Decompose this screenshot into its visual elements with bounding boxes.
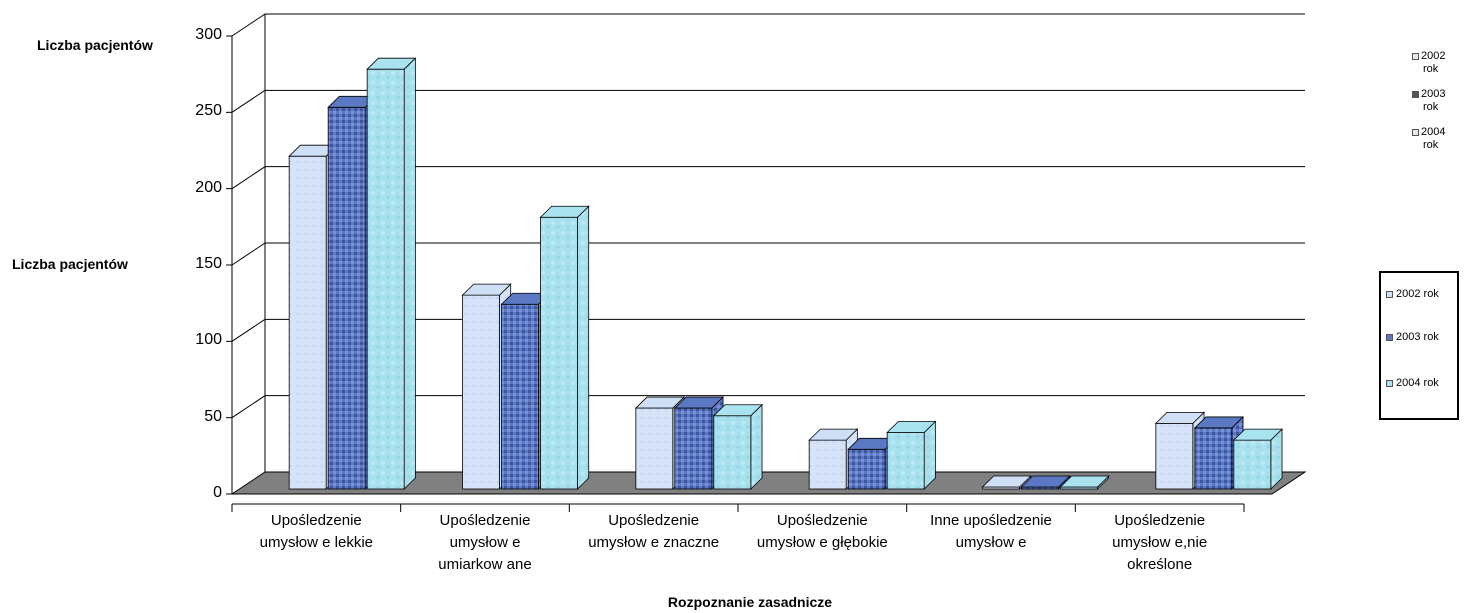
category-label-line: Upośledzenie [1114,512,1206,529]
category-label: Upośledzenie umysłow e znaczne [568,510,740,554]
legend-box-item-2002: 2002 rok [1386,288,1439,300]
y-tick-label: 0 [213,484,222,501]
bar-2004-0 [366,57,417,490]
legend-top: 2002 rok 2003 rok 2004 rok [1412,50,1462,164]
legend-label: 2002 rok [1396,288,1439,300]
y-tick-label: 250 [195,102,222,120]
category-label-line: Upośledzenie [608,512,700,529]
category-label-line: Upośledzenie [439,512,531,529]
legend-swatch [1386,333,1393,341]
legend-label: 2004 rok [1396,377,1439,389]
y-tick-label: 200 [195,178,222,196]
x-axis-title: Rozpoznanie zasadnicze [667,594,833,610]
bar-2004-1 [539,205,590,490]
legend-swatch [1412,91,1419,98]
y-tick-label: 300 [195,26,222,43]
category-label-line: określone [1127,556,1193,573]
category-label-line: umysłow e znaczne [588,534,720,551]
category-label: Inne upośledzenie umysłow e [905,510,1077,554]
category-label-line: Upośledzenie [776,512,868,529]
category-label: Upośledzenie umysłow e,nie określone [1074,510,1246,576]
y-axis-title-repeat: Liczba pacjentów [12,256,128,272]
bar-2003-4 [1020,475,1071,490]
legend-label: 2004 [1421,126,1446,138]
legend-swatch [1412,53,1419,60]
category-label: Upośledzenie umysłow e lekkie [230,510,402,554]
axis-layer [226,35,1245,512]
category-label: Upośledzenie umysłow e umiarkow ane [399,510,571,576]
legend-swatch [1386,379,1393,387]
legend-swatch [1386,290,1393,298]
category-label-line: Inne upośledzenie [930,512,1052,529]
bar-2004-4 [1059,475,1110,490]
gridline-depth [231,166,266,190]
legend-label: rok [1423,63,1439,75]
gridline-depth [231,242,266,266]
legend-box-item-2004: 2004 rok [1386,377,1439,389]
category-label-line: Upośledzenie [270,512,362,529]
legend-label: rok [1423,139,1439,151]
bars-layer [288,57,1284,490]
gridline-depth [231,89,266,113]
gridline-depth [231,13,266,37]
legend-top-item-2003: 2003 rok [1412,88,1462,114]
legend-top-item-2002: 2002 rok [1412,50,1462,76]
legend-label: 2002 [1421,50,1446,62]
legend-top-item-2004: 2004 rok [1412,126,1462,152]
legend-swatch [1412,129,1419,136]
legend-box: 2002 rok 2003 rok 2004 rok [1379,271,1459,420]
bar-2004-3 [886,420,937,490]
y-tick-label: 100 [195,331,222,349]
legend-label: 2003 rok [1396,331,1439,343]
category-label-line: umysłow e lekkie [259,534,374,551]
category-label-line: umysłow e [955,534,1027,551]
category-label-line: umysłow e głębokie [756,534,888,551]
legend-label: 2003 [1421,88,1446,100]
y-tick-label: 150 [195,255,222,272]
legend-label: rok [1423,101,1439,113]
bar-2004-2 [712,403,764,490]
category-label-line: umysłow e,nie [1112,534,1208,551]
y-axis-title: Liczba pacjentów [37,37,153,53]
y-tick-label: 50 [204,407,222,425]
bar-2004-5 [1232,428,1284,490]
category-label: Upośledzenie umysłow e głębokie [736,510,908,554]
category-label-line: umiarkow ane [438,556,532,573]
grid-layer [231,13,1305,472]
legend-box-item-2003: 2003 rok [1386,331,1439,343]
category-label-line: umysłow e [449,534,521,551]
gridline-depth [231,395,266,419]
gridline-depth [231,318,266,342]
